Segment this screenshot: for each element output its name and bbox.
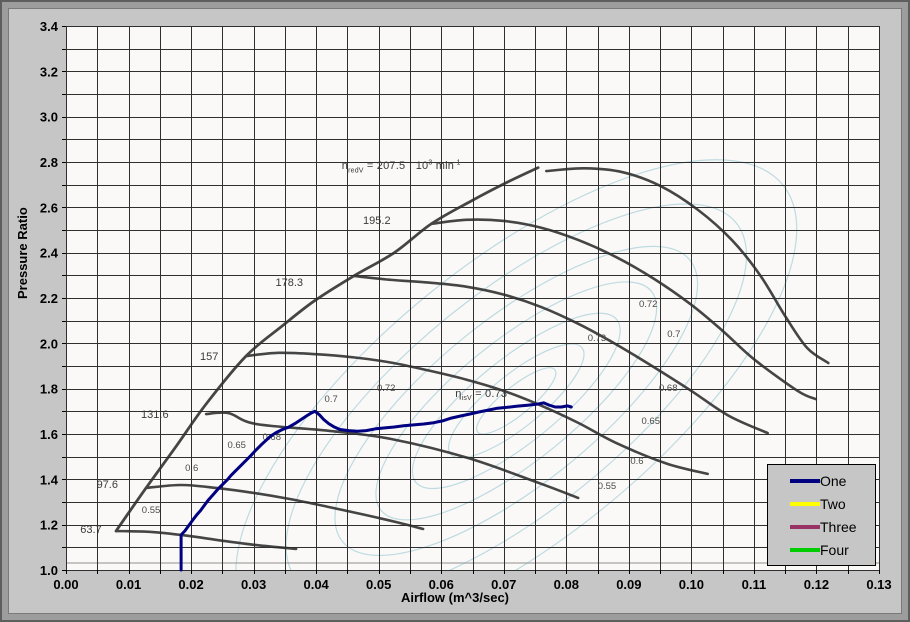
- speed-line-label-178.3: 178.3: [275, 277, 303, 289]
- efficiency-label: 0.65: [641, 416, 660, 427]
- legend-label-three: Three: [820, 518, 857, 535]
- efficiency-contour-0.55: [235, 159, 798, 570]
- y-tick-label: 2.8: [40, 155, 58, 170]
- efficiency-label: 0.55: [598, 481, 617, 492]
- legend-item-four: Four: [790, 543, 875, 557]
- x-tick-label: 0.12: [804, 577, 829, 592]
- eta-annotation-value: = 0.73: [471, 387, 508, 400]
- legend-line-sample-two: [790, 501, 820, 506]
- speed-line-label-97.6: 97.6: [97, 479, 118, 491]
- speed-annotation-unit: min: [432, 160, 455, 173]
- eta-annotation-sub: isV: [461, 395, 472, 403]
- speed-annotation-sub: redV: [348, 167, 364, 175]
- efficiency-label: 0.72: [377, 383, 396, 394]
- efficiency-label: 0.68: [659, 383, 678, 394]
- efficiency-label: 0.65: [227, 440, 246, 451]
- y-tick-label: 2.2: [40, 291, 58, 306]
- legend-line-sample-four: [790, 547, 820, 552]
- efficiency-label: 0.68: [263, 432, 282, 443]
- legend-item-three: Three: [790, 520, 875, 534]
- speed-line-63.7: [114, 529, 298, 551]
- speed-annotation: nredV = 207.5 · 103 min-1: [342, 160, 461, 175]
- compressor-map-chart: 0.00 0.01 0.02 0.03 0.04 0.05 0.06 0.07 0.08 0.09…: [40, 19, 892, 592]
- y-axis-title: Pressure Ratio: [15, 207, 30, 299]
- efficiency-label: 0.72: [639, 299, 658, 310]
- x-tick-label: 0.05: [366, 577, 391, 592]
- x-tick-label: 0.07: [491, 577, 516, 592]
- x-tick-label: 0.06: [429, 577, 454, 592]
- speed-line-157: [244, 351, 709, 476]
- legend-item-one: One: [790, 474, 875, 488]
- chart-area: 0.00 0.01 0.02 0.03 0.04 0.05 0.06 0.07 0.08 0.09…: [8, 8, 902, 614]
- legend-line-sample-one: [790, 478, 820, 483]
- y-tick-label: 3.0: [40, 110, 58, 125]
- speed-line-label-195.2: 195.2: [363, 215, 391, 227]
- x-tick-label: 0.10: [679, 577, 704, 592]
- x-axis-title: Airflow (m^3/sec): [400, 590, 510, 605]
- efficiency-label: 0.6: [630, 456, 643, 467]
- efficiency-contour-0.65: [334, 245, 699, 557]
- efficiency-contour-0.6: [285, 203, 748, 570]
- x-tick-label: 0.00: [53, 577, 78, 592]
- efficiency-contour-0.68: [375, 281, 658, 521]
- legend-label-one: One: [820, 472, 847, 489]
- speed-line-label-157: 157: [200, 351, 218, 363]
- x-tick-label: 0.04: [303, 577, 329, 592]
- speed-annotation-exp: 3: [428, 159, 433, 167]
- y-tick-label: 1.0: [40, 563, 58, 578]
- y-tick-label: 1.2: [40, 518, 58, 533]
- legend-label-two: Two: [820, 495, 846, 512]
- y-tick-label: 1.8: [40, 382, 58, 397]
- efficiency-label: 0.7: [325, 394, 338, 405]
- y-tick-label: 2.0: [40, 336, 58, 351]
- y-tick-label: 2.4: [40, 246, 59, 261]
- y-tick-label: 3.4: [40, 19, 59, 34]
- eta-symbol: η: [455, 387, 462, 400]
- efficiency-label: 0.73: [588, 333, 607, 344]
- speed-line-131.6: [204, 411, 580, 500]
- x-tick-label: 0.11: [742, 577, 767, 592]
- efficiency-contour-0.7: [411, 312, 621, 490]
- x-tick-label: 0.09: [616, 577, 641, 592]
- efficiency-label: 0.6: [185, 463, 198, 474]
- y-tick-label: 1.4: [40, 472, 59, 487]
- efficiency-label: 0.7: [667, 329, 680, 340]
- x-tick-label: 0.01: [116, 577, 141, 592]
- speed-line-97.6: [144, 483, 425, 531]
- axis-ticks: 0.00 0.01 0.02 0.03 0.04 0.05 0.06 0.07 0.08 0.09…: [40, 19, 892, 592]
- legend-line-sample-three: [790, 524, 820, 529]
- x-tick-label: 0.03: [241, 577, 266, 592]
- eta-annotation: ηisV = 0.73: [455, 388, 507, 402]
- scanned-map-lines: [114, 166, 830, 551]
- x-tick-label: 0.08: [554, 577, 579, 592]
- speed-line-195.2: [429, 218, 818, 401]
- efficiency-label: 0.55: [142, 505, 161, 516]
- speed-annotation-n: n: [341, 160, 349, 173]
- speed-line-label-63.7: 63.7: [80, 524, 101, 536]
- y-tick-label: 1.6: [40, 427, 58, 442]
- speed-annotation-unit-exp: -1: [454, 159, 461, 167]
- y-tick-label: 3.2: [40, 64, 58, 79]
- speed-line-label-131.6: 131.6: [141, 409, 169, 421]
- legend-item-two: Two: [790, 497, 875, 511]
- speed-annotation-eq: = 207.5 · 10: [363, 160, 429, 173]
- legend: One Two Three Four: [767, 464, 876, 566]
- legend-label-four: Four: [820, 541, 849, 558]
- speed-line-207.5: [544, 167, 830, 365]
- surge-line: [114, 166, 540, 533]
- x-tick-label: 0.13: [866, 577, 891, 592]
- speed-line-178.3: [352, 274, 769, 435]
- measured-trace-one: [179, 401, 573, 572]
- x-tick-label: 0.02: [178, 577, 203, 592]
- y-tick-label: 2.6: [40, 200, 58, 215]
